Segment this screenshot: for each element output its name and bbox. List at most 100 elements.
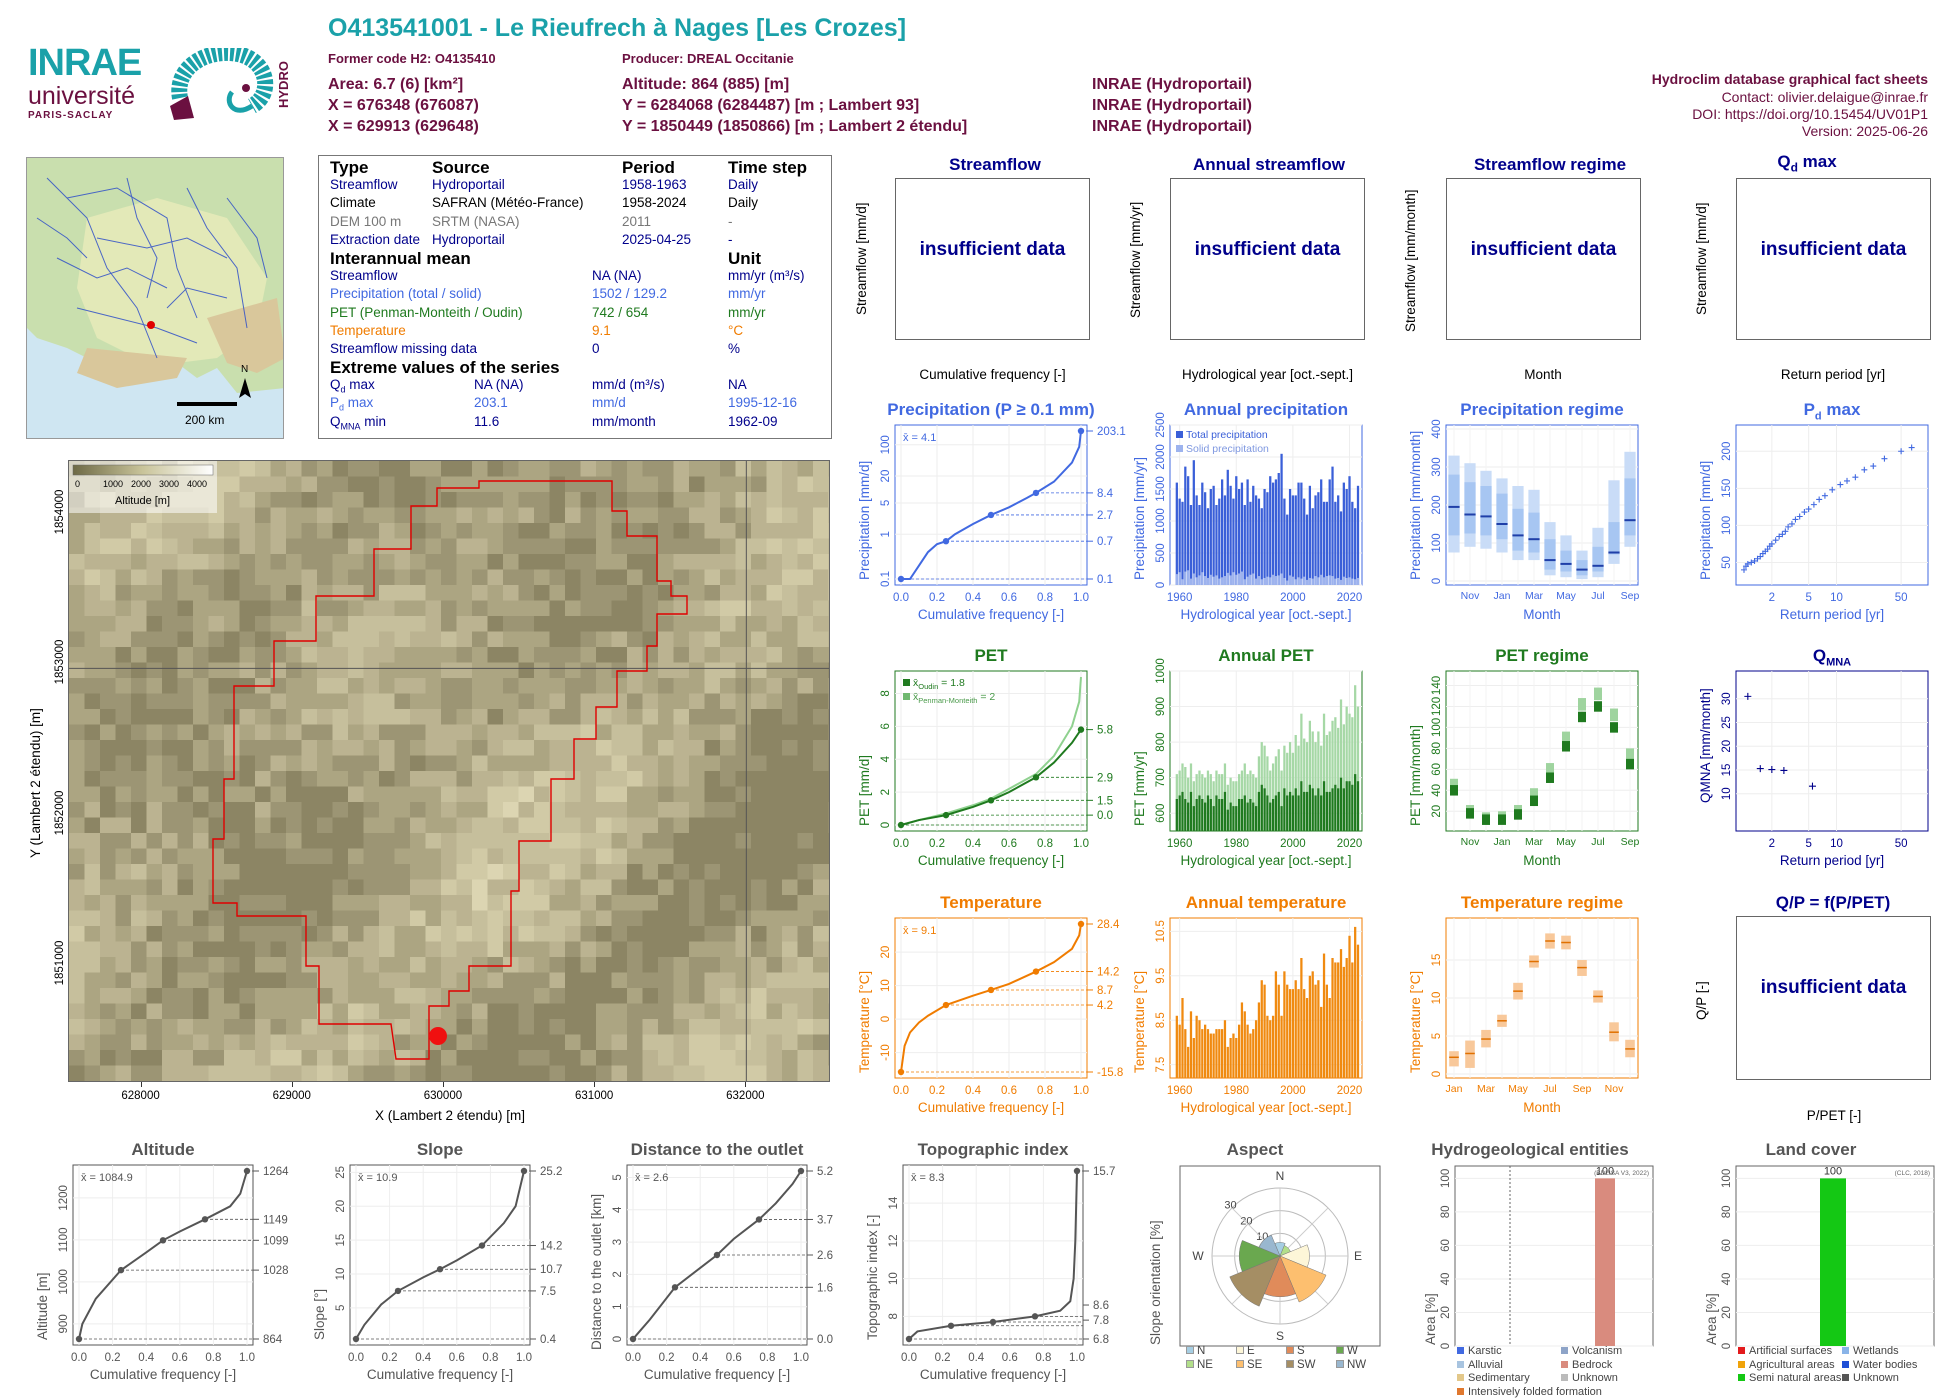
- dem-cell: [518, 957, 535, 973]
- plot-frame: [1735, 424, 1929, 586]
- dem-cell: [379, 523, 395, 539]
- dem-cell: [549, 678, 566, 694]
- bar-temp: [1204, 1024, 1207, 1078]
- ytick: 10: [880, 979, 892, 992]
- dem-cell: [658, 1034, 674, 1051]
- dem-cell: [84, 693, 101, 710]
- quantile-marker: [942, 811, 950, 819]
- quantile-label: 4.2: [1097, 1000, 1113, 1012]
- aspect-legend-swatch: [1236, 1360, 1244, 1368]
- dem-cell: [518, 895, 535, 911]
- dem-cell: [84, 786, 101, 803]
- dem-cell: [627, 554, 643, 570]
- dem-cell: [332, 802, 349, 818]
- dem-cell: [332, 926, 349, 942]
- dem-cell: [441, 569, 457, 586]
- dem-cell: [239, 600, 256, 617]
- ytick: 6: [880, 723, 892, 729]
- dem-cell: [208, 833, 225, 849]
- data-point: [1805, 506, 1812, 513]
- dem-cell: [689, 1003, 705, 1020]
- xtick: 1980: [1223, 1085, 1249, 1097]
- dem-cell: [689, 1050, 705, 1066]
- dem-cell: [689, 631, 705, 648]
- dem-cell: [379, 492, 395, 508]
- bar-oudin: [1266, 795, 1269, 831]
- dem-xtick-mark: [140, 1082, 142, 1087]
- dem-cell: [208, 755, 225, 772]
- dem-cell: [596, 1081, 612, 1082]
- data-point: [1741, 566, 1747, 573]
- dem-cell: [410, 724, 426, 741]
- dem-cell: [146, 941, 163, 958]
- dem-cell: [534, 678, 550, 694]
- dem-cell: [611, 755, 628, 772]
- dem-cell: [394, 709, 411, 725]
- dem-cell: [735, 864, 752, 880]
- dem-cell: [596, 802, 612, 818]
- dem-cell: [549, 910, 566, 927]
- dem-cell: [146, 895, 163, 911]
- bar-oudin: [1204, 802, 1207, 831]
- dem-cell: [487, 693, 504, 710]
- dem-cell: [317, 817, 333, 834]
- bar-total: [1184, 466, 1187, 585]
- legend-penman-rest: = 2: [977, 691, 995, 703]
- bar-oudin: [1212, 806, 1215, 831]
- dem-cell: [363, 476, 380, 493]
- ytick: 40: [1431, 784, 1443, 797]
- xtick: 1.0: [516, 1352, 532, 1364]
- dem-cell: [270, 1065, 287, 1081]
- quantile-label: 7.5: [540, 1286, 556, 1298]
- dem-cell: [379, 600, 395, 617]
- dem-cell: [549, 879, 566, 896]
- dem-cell: [224, 926, 240, 942]
- dem-cell: [642, 848, 659, 865]
- temp_cdf: 0.0 0.2 0.4 0.6 0.8 1.0 -10 0 10 20 28.4 14.2 8.7 4.2…: [845, 888, 1177, 1128]
- bar-penman: [1291, 752, 1295, 831]
- dem-cell: [146, 833, 163, 849]
- dem-cell: [642, 879, 659, 896]
- dem-cell: [565, 740, 581, 756]
- dem-cell: [425, 1050, 442, 1066]
- dem-cell: [658, 755, 674, 772]
- legend-solid-swatch: [1176, 445, 1183, 452]
- info-header-row: Type Source Period Time step: [330, 158, 820, 177]
- dem-cell: [580, 910, 597, 927]
- bar-oudin: [1181, 791, 1184, 831]
- data-point: [1796, 513, 1803, 520]
- dem-cell: [332, 1065, 349, 1081]
- bar-solid: [1220, 577, 1224, 585]
- dem-cell: [487, 461, 504, 477]
- xtick: 0.4: [965, 592, 982, 604]
- dem-xtick-mark: [745, 1082, 747, 1087]
- dem-cell: [673, 662, 690, 679]
- dem-cell: [503, 1034, 519, 1051]
- legend-solid: Solid precipitation: [1186, 443, 1269, 455]
- bar-temp: [1314, 984, 1317, 1078]
- bar-total: [1218, 498, 1221, 585]
- dem-ytick: 1852000: [54, 790, 66, 835]
- dem-cell: [689, 569, 705, 586]
- bar-total: [1269, 476, 1272, 585]
- dem-cell: [317, 569, 333, 586]
- dem-cell: [828, 988, 829, 1004]
- dem-cell: [673, 771, 690, 787]
- dem-cell: [503, 693, 519, 710]
- dem-cell: [720, 724, 736, 741]
- dem-cell: [611, 1050, 628, 1066]
- dem-cell: [146, 786, 163, 803]
- dem-cell: [534, 507, 550, 524]
- dem-cell: [317, 786, 333, 803]
- ytick: 150: [1721, 479, 1733, 498]
- dem-cell: [689, 817, 705, 834]
- dem-cell: [286, 879, 302, 896]
- dem-cell: [549, 523, 566, 539]
- dem-cell: [286, 693, 302, 710]
- dem-cell: [472, 600, 488, 617]
- dem-cell: [131, 926, 147, 942]
- xtick: Sep: [1621, 836, 1640, 848]
- dem-cell: [317, 972, 333, 989]
- dem-cell: [286, 771, 302, 787]
